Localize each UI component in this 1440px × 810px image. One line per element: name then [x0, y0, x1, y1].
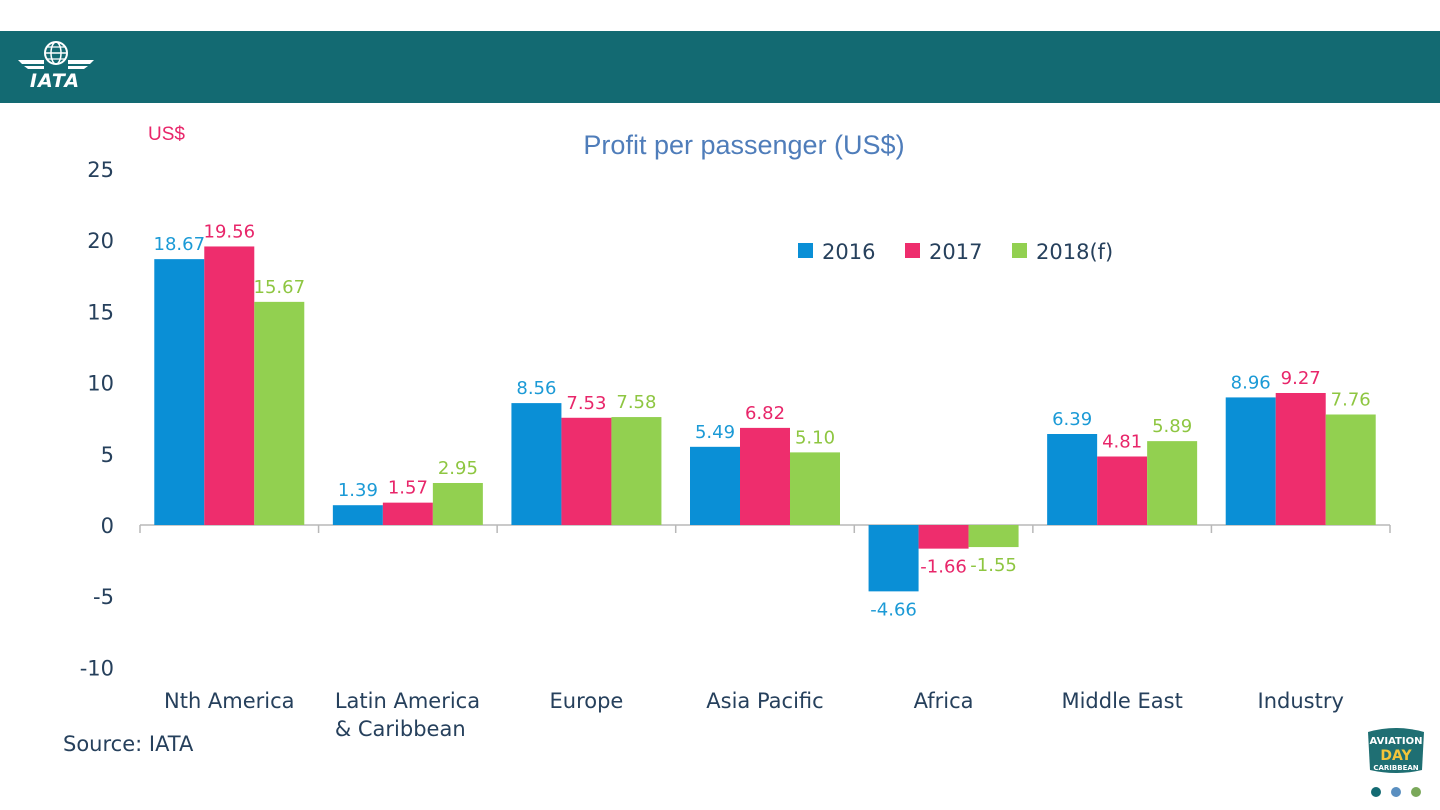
- y-tick-label: 15: [87, 300, 114, 324]
- iata-globe-icon: [18, 41, 94, 69]
- data-label: 5.10: [795, 427, 835, 448]
- y-tick-label: 25: [87, 158, 114, 182]
- bar: [1325, 414, 1376, 525]
- y-tick-label: 0: [101, 514, 114, 538]
- data-label: 9.27: [1281, 368, 1321, 389]
- y-tick-label: -10: [80, 656, 114, 680]
- data-label: 18.67: [154, 234, 206, 255]
- legend-label: 2018(f): [1036, 240, 1113, 264]
- source-note: Source: IATA: [63, 732, 194, 756]
- bar: [1147, 441, 1198, 525]
- bar: [1225, 397, 1276, 525]
- x-tick-label-line: Middle East: [1061, 689, 1182, 713]
- data-label: 7.76: [1331, 389, 1371, 410]
- bar: [432, 482, 483, 525]
- bar: [1097, 456, 1148, 525]
- y-axis-label: US$: [148, 124, 185, 145]
- x-tick-label: Europe: [549, 689, 623, 713]
- x-tick-label-line: & Caribbean: [335, 717, 466, 741]
- data-label: 5.49: [695, 422, 735, 443]
- data-label: -1.66: [920, 557, 967, 578]
- x-tick-label-line: Asia Pacific: [706, 689, 823, 713]
- legend-swatch: [905, 243, 920, 258]
- bar: [611, 417, 662, 525]
- x-tick-label-line: Europe: [549, 689, 623, 713]
- x-tick-label: Nth America: [164, 689, 295, 713]
- data-label: 19.56: [204, 221, 256, 242]
- data-label: 7.53: [566, 393, 606, 414]
- bar: [690, 446, 740, 525]
- y-tick-label: 10: [87, 372, 114, 396]
- x-tick-label-line: Industry: [1258, 689, 1344, 713]
- bar: [918, 525, 969, 549]
- legend-swatch: [1012, 243, 1027, 258]
- bar: [868, 525, 919, 592]
- aviation-day-caribbean-logo: AVIATION DAY CARIBBEAN: [1368, 728, 1424, 797]
- data-label: -1.55: [970, 555, 1017, 576]
- data-label: 6.39: [1052, 409, 1092, 430]
- data-label: -4.66: [870, 599, 917, 620]
- data-label: 8.56: [516, 378, 556, 399]
- data-label: 1.57: [388, 478, 428, 499]
- bar: [204, 246, 255, 525]
- legend-swatch: [798, 243, 813, 258]
- bar: [740, 427, 790, 525]
- data-label: 6.82: [745, 403, 785, 424]
- data-label: 5.89: [1152, 416, 1192, 437]
- x-tick-label-line: Nth America: [164, 689, 295, 713]
- legend-label: 2017: [929, 240, 982, 264]
- data-label: 4.81: [1102, 432, 1142, 453]
- bar: [511, 403, 562, 525]
- bar: [254, 301, 305, 525]
- chart-title: Profit per passenger (US$): [583, 130, 904, 160]
- iata-logo-text: IATA: [29, 70, 81, 92]
- legend-label: 2016: [822, 240, 875, 264]
- badge-text-mid: DAY: [1380, 748, 1412, 764]
- bar: [790, 452, 840, 525]
- badge-text-bottom: CARIBBEAN: [1373, 764, 1418, 772]
- x-tick-label: Latin America & Caribbean: [335, 689, 480, 741]
- bar: [154, 259, 205, 525]
- data-label: 2.95: [438, 458, 478, 479]
- badge-text-top: AVIATION: [1370, 736, 1423, 747]
- bar: [561, 417, 612, 525]
- data-label: 15.67: [254, 277, 306, 298]
- data-label: 8.96: [1231, 372, 1271, 393]
- x-tick-label: Industry: [1258, 689, 1344, 713]
- data-label: 1.39: [338, 480, 378, 501]
- x-tick-label-line: Africa: [914, 689, 974, 713]
- x-tick-label: Asia Pacific: [706, 689, 823, 713]
- bar: [1047, 434, 1098, 525]
- y-tick-label: 5: [101, 443, 114, 467]
- bar: [1275, 392, 1326, 525]
- data-label: 7.58: [616, 392, 656, 413]
- y-tick-label: -5: [93, 585, 114, 609]
- x-tick-label-line: Latin America: [335, 689, 480, 713]
- bar: [332, 505, 383, 525]
- bar: [968, 525, 1019, 548]
- y-tick-label: 20: [87, 229, 114, 253]
- x-tick-label: Africa: [914, 689, 974, 713]
- header-banner: [0, 31, 1440, 103]
- x-tick-label: Middle East: [1061, 689, 1182, 713]
- bar: [382, 502, 433, 525]
